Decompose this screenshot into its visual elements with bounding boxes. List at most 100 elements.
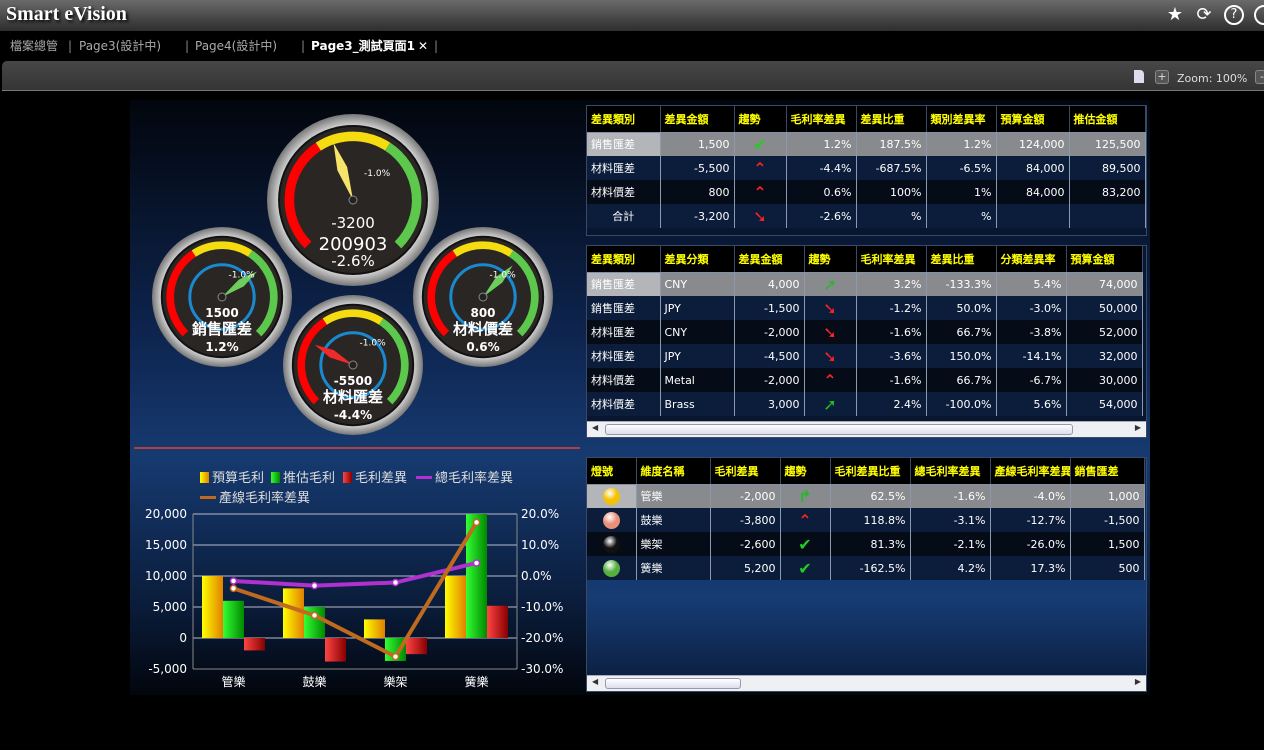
tab-page3[interactable]: Page3(設計中)	[79, 39, 162, 53]
table-cell: 800	[660, 180, 735, 204]
table-cell: 材料匯差	[587, 156, 661, 180]
tab-page4[interactable]: Page4(設計中)	[195, 39, 278, 53]
table-cell: 124,000	[996, 132, 1070, 156]
table-row[interactable]: 鼓樂 -3,800 ⌃ 118.8% -3.1% -12.7% -1,500	[587, 508, 1145, 532]
point-產線毛利率差異	[472, 518, 481, 527]
gauge-title: 材料匯差	[323, 388, 383, 406]
y-tick-right: 10.0%	[521, 538, 559, 552]
column-header[interactable]: 推估金額	[1069, 106, 1146, 133]
column-header[interactable]: 差異分類	[660, 246, 735, 273]
scroll-right-icon[interactable]: ▶	[1134, 423, 1141, 432]
column-header[interactable]: 毛利差異比重	[830, 458, 911, 485]
table-cell: 84,000	[996, 180, 1070, 204]
table-row[interactable]: 材料價差 Metal -2,000 ⌃ -1.6% 66.7% -6.7% 30,000	[587, 368, 1143, 392]
star-icon[interactable]: ★	[1166, 4, 1184, 25]
table-row[interactable]: 銷售匯差 CNY 4,000 ➚ 3.2% -133.3% 5.4% 74,000	[587, 272, 1143, 296]
gauge-inner-ring	[449, 263, 517, 331]
table-cell: 1,000	[1070, 484, 1145, 508]
gauge-band	[322, 309, 384, 325]
table-cell: 銷售匯差	[587, 272, 661, 296]
column-header[interactable]: 趨勢	[734, 106, 787, 133]
tab-file-manager[interactable]: 檔案總管	[10, 39, 59, 53]
table-cell: 1%	[926, 180, 997, 204]
scroll-thumb[interactable]	[605, 424, 1073, 435]
table-row[interactable]: 樂架 -2,600 ✔ 81.3% -2.1% -26.0% 1,500	[587, 532, 1145, 556]
y-tick-right: 0.0%	[521, 569, 552, 583]
table-row[interactable]: 材料匯差 CNY -2,000 ➘ -1.6% 66.7% -3.8% 52,000	[587, 320, 1143, 344]
table-cell: -1.6%	[910, 484, 991, 508]
table-row[interactable]: 材料匯差 -5,500 ⌃ -4.4% -687.5% -6.5% 84,000 89,500	[587, 156, 1146, 180]
table-cell: 66.7%	[926, 320, 997, 344]
column-header[interactable]: 維度名稱	[636, 458, 711, 485]
table-cell: 500	[1070, 556, 1145, 580]
zoom-in-button[interactable]: +	[1155, 70, 1169, 84]
table-row[interactable]: 簧樂 5,200 ✔ -162.5% 4.2% 17.3% 500	[587, 556, 1145, 580]
x-tick: 樂架	[383, 674, 407, 689]
column-header[interactable]: 趨勢	[804, 246, 857, 273]
status-light-icon	[587, 556, 637, 580]
column-header[interactable]: 差異類別	[587, 106, 661, 133]
table-row[interactable]: 材料匯差 JPY -4,500 ➘ -3.6% 150.0% -14.1% 32,000	[587, 344, 1143, 368]
scroll-thumb[interactable]	[605, 678, 741, 689]
gauge-title: 材料價差	[453, 320, 513, 338]
settings-icon[interactable]	[1254, 5, 1264, 25]
column-header[interactable]: 分類差異率	[996, 246, 1067, 273]
table-cell: 1.2%	[926, 132, 997, 156]
status-light-icon	[587, 508, 637, 532]
trend-updown-icon: ⌃	[734, 180, 787, 204]
trend-check-icon: ✔	[780, 556, 831, 580]
column-header[interactable]: 產線毛利率差異	[990, 458, 1071, 485]
table-row[interactable]: 管樂 -2,000 ↱ 62.5% -1.6% -4.0% 1,000	[587, 484, 1145, 508]
table-cell: 1,500	[1070, 532, 1145, 556]
column-header[interactable]: 類別差異率	[926, 106, 997, 133]
help-icon[interactable]: ?	[1224, 5, 1244, 25]
column-header[interactable]: 預算金額	[996, 106, 1070, 133]
column-header[interactable]: 差異類別	[587, 246, 661, 273]
status-light-dot	[602, 511, 620, 529]
column-header[interactable]: 毛利率差異	[856, 246, 927, 273]
table-cell: -1.2%	[856, 296, 927, 320]
table-row[interactable]: 銷售匯差 1,500 ✔ 1.2% 187.5% 1.2% 124,000 125,500	[587, 132, 1146, 156]
tab-page3-test[interactable]: Page3_測試頁面1	[311, 39, 415, 53]
column-header[interactable]: 毛利率差異	[786, 106, 857, 133]
column-header[interactable]: 預算金額	[1066, 246, 1143, 273]
table-cell: 5.6%	[996, 392, 1067, 416]
horizontal-scrollbar[interactable]: ◀ ▶	[587, 421, 1146, 437]
table-cell: -5,500	[660, 156, 735, 180]
table-cell: 52,000	[1066, 320, 1143, 344]
column-header[interactable]: 趨勢	[780, 458, 831, 485]
column-header[interactable]: 差異比重	[856, 106, 927, 133]
title-bar: Smart eVision ★ ⟳ ?	[0, 0, 1264, 31]
scroll-left-icon[interactable]: ◀	[592, 677, 599, 686]
table-row[interactable]: 材料價差 800 ⌃ 0.6% 100% 1% 84,000 83,200	[587, 180, 1146, 204]
close-tab-icon[interactable]: ✕	[418, 39, 429, 53]
y-tick-right: -10.0%	[521, 600, 563, 614]
zoom-out-button[interactable]: -	[1255, 70, 1264, 84]
gauge-value: -3200	[331, 214, 375, 232]
scroll-right-icon[interactable]: ▶	[1134, 677, 1141, 686]
table-row[interactable]: 合計 -3,200 ➘ -2.6%%%	[587, 204, 1146, 228]
tab-divider: |	[68, 39, 73, 53]
column-header[interactable]: 差異金額	[660, 106, 735, 133]
column-header[interactable]: 差異比重	[926, 246, 997, 273]
trend-down-icon: ➘	[804, 320, 857, 344]
gauge-inner-ring	[319, 331, 387, 399]
column-header[interactable]: 銷售匯差	[1070, 458, 1145, 485]
document-icon[interactable]	[1134, 70, 1144, 83]
scroll-left-icon[interactable]: ◀	[592, 423, 599, 432]
horizontal-scrollbar[interactable]: ◀ ▶	[587, 675, 1146, 691]
tab-divider: |	[434, 39, 439, 53]
column-header[interactable]: 差異金額	[734, 246, 805, 273]
column-header[interactable]: 毛利差異	[710, 458, 781, 485]
column-header[interactable]: 燈號	[587, 458, 637, 485]
gauge-band	[379, 318, 409, 405]
refresh-icon[interactable]: ⟳	[1196, 4, 1212, 25]
table-row[interactable]: 銷售匯差 JPY -1,500 ➘ -1.2% 50.0% -3.0% 50,000	[587, 296, 1143, 320]
table-row[interactable]: 材料價差 Brass 3,000 ➚ 2.4% -100.0% 5.6% 54,000	[587, 392, 1143, 416]
trend-updown-icon: ⌃	[734, 156, 787, 180]
table-cell: 100%	[856, 180, 927, 204]
column-header[interactable]: 總毛利率差異	[910, 458, 991, 485]
legend-item: 推估毛利	[271, 467, 335, 486]
zoom-label: Zoom: 100%	[1177, 72, 1248, 85]
